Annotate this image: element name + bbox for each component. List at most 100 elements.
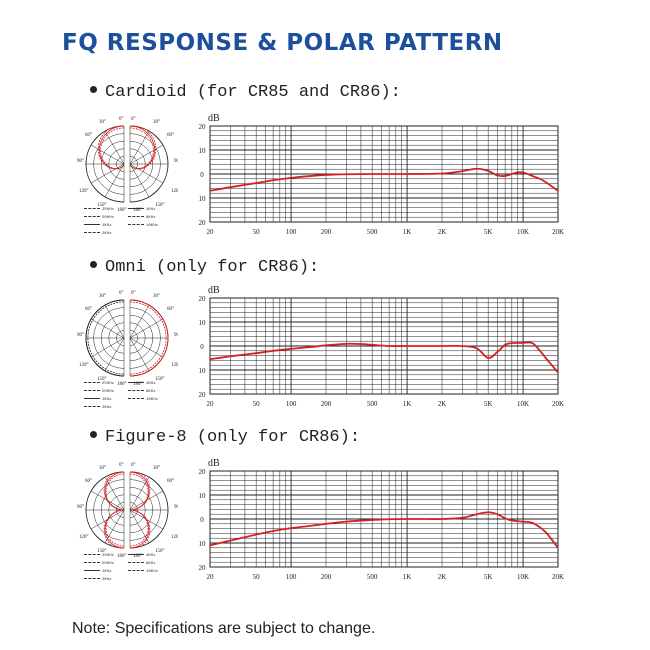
section-label-figure-8: Figure-8 (only for CR86):: [90, 428, 360, 447]
y-axis-label: dB: [208, 113, 220, 124]
y-axis-label: dB: [208, 285, 220, 296]
x-tick-label: 100: [286, 573, 297, 581]
polar-legend-item: 4KHz: [128, 554, 156, 558]
x-tick-label: 1K: [403, 400, 412, 408]
x-tick-label: 200: [321, 400, 332, 408]
polar-angle-label: 90°: [77, 333, 84, 338]
polar-legend-item: 16KHz: [128, 570, 158, 574]
y-axis-label: dB: [208, 458, 220, 469]
plot-frame: [209, 470, 559, 568]
x-tick-label: 50: [253, 400, 261, 408]
legend-label: 2KHz: [102, 406, 112, 410]
polar-spoke: [129, 337, 164, 358]
y-tick-label: 20: [199, 468, 207, 476]
legend-label: 4KHz: [146, 554, 156, 558]
polar-angle-label: 150°: [155, 377, 165, 382]
polar-legend-item: 8KHz: [128, 216, 156, 220]
legend-line-swatch: [128, 208, 144, 210]
legend-line-swatch: [84, 382, 100, 384]
legend-label: 8KHz: [146, 562, 156, 566]
polar-angle-label: 0°: [131, 463, 136, 468]
y-tick-label: 0: [200, 343, 204, 351]
legend-label: 250Hz: [102, 208, 115, 212]
polar-angle-label: 90°: [174, 333, 178, 338]
polar-angle-label: 120°: [79, 189, 89, 194]
legend-label: 250Hz: [102, 554, 115, 558]
polar-spoke: [129, 144, 164, 165]
polar-angle-label: 0°: [131, 291, 136, 296]
polar-angle-label: 120°: [79, 363, 89, 368]
legend-line-swatch: [84, 232, 100, 234]
polar-pattern-cardioid: 0° 0° 30° 30° 60° 60° 90° 90° 120° 120° 150° 150° 18…: [77, 117, 178, 212]
polar-pattern-figure-8: 0° 0° 30° 30° 60° 60° 90° 90° 120° 120° 150° 150° 18…: [77, 463, 178, 558]
y-tick-label: 20: [199, 123, 207, 131]
polar-spoke: [104, 130, 125, 165]
polar-angle-label: 150°: [155, 549, 165, 554]
polar-legend-item: 250Hz: [84, 382, 114, 386]
polar-legend-item: 2KHz: [84, 406, 112, 410]
polar-spoke: [129, 509, 150, 544]
x-tick-label: 20K: [552, 400, 564, 408]
polar-half: [85, 471, 125, 549]
polar-pattern-omni: 0° 0° 30° 30° 60° 60° 90° 90° 120° 120° 150° 150° 18…: [77, 291, 178, 386]
polar-spoke: [104, 337, 125, 372]
polar-angle-label: 60°: [85, 133, 92, 138]
y-tick-label: 0: [200, 516, 204, 524]
polar-angle-label: 120°: [171, 535, 178, 540]
page-title: FQ RESPONSE & POLAR PATTERN: [62, 30, 503, 56]
legend-label: 4KHz: [146, 382, 156, 386]
legend-label: 8KHz: [146, 216, 156, 220]
y-tick-label: 10: [199, 367, 207, 375]
polar-spoke: [129, 304, 150, 339]
polar-angle-label: 0°: [119, 463, 124, 468]
x-tick-label: 1K: [403, 228, 412, 236]
polar-angle-label: 0°: [131, 117, 136, 122]
legend-label: 16KHz: [146, 570, 159, 574]
polar-angle-label: 120°: [171, 189, 178, 194]
x-tick-label: 200: [321, 228, 332, 236]
polar-pattern-curve: [97, 125, 125, 170]
legend-line-swatch: [84, 578, 100, 580]
polar-spoke: [129, 337, 150, 372]
polar-half: [129, 125, 169, 203]
x-tick-label: 5K: [484, 400, 493, 408]
x-tick-label: 20: [207, 228, 215, 236]
polar-spoke: [90, 337, 125, 358]
bullet-icon: [90, 261, 97, 269]
y-tick-label: 20: [199, 219, 207, 227]
section-label-omni: Omni (only for CR86):: [90, 258, 319, 277]
polar-angle-label: 180°: [133, 382, 143, 386]
legend-label: 16KHz: [146, 224, 159, 228]
polar-spoke: [129, 318, 164, 339]
x-tick-label: 20K: [552, 573, 564, 581]
polar-angle-label: 30°: [153, 120, 160, 125]
polar-pattern-curve: [85, 299, 125, 377]
legend-label: 500Hz: [102, 216, 115, 220]
polar-angle-label: 60°: [85, 307, 92, 312]
x-tick-label: 500: [367, 573, 378, 581]
polar-spoke: [129, 163, 150, 198]
x-tick-label: 50: [253, 573, 261, 581]
legend-line-swatch: [84, 224, 100, 226]
polar-half: [85, 125, 125, 203]
legend-label: 1KHz: [102, 224, 112, 228]
polar-spoke: [129, 130, 150, 165]
polar-angle-label: 90°: [174, 505, 178, 510]
x-tick-label: 100: [286, 228, 297, 236]
polar-spoke: [104, 304, 125, 339]
legend-label: 250Hz: [102, 382, 115, 386]
legend-line-swatch: [84, 406, 100, 408]
legend-label: 500Hz: [102, 390, 115, 394]
legend-line-swatch: [84, 554, 100, 556]
polar-angle-label: 90°: [77, 159, 84, 164]
x-tick-label: 20K: [552, 228, 564, 236]
polar-spoke: [129, 476, 150, 511]
polar-angle-label: 0°: [119, 291, 124, 296]
polar-legend-item: 2KHz: [84, 578, 112, 582]
legend-label: 1KHz: [102, 398, 112, 402]
legend-line-swatch: [84, 208, 100, 210]
y-tick-label: 10: [199, 540, 207, 548]
polar-legend-item: 2KHz: [84, 232, 112, 236]
polar-angle-label: 180°: [133, 554, 143, 558]
